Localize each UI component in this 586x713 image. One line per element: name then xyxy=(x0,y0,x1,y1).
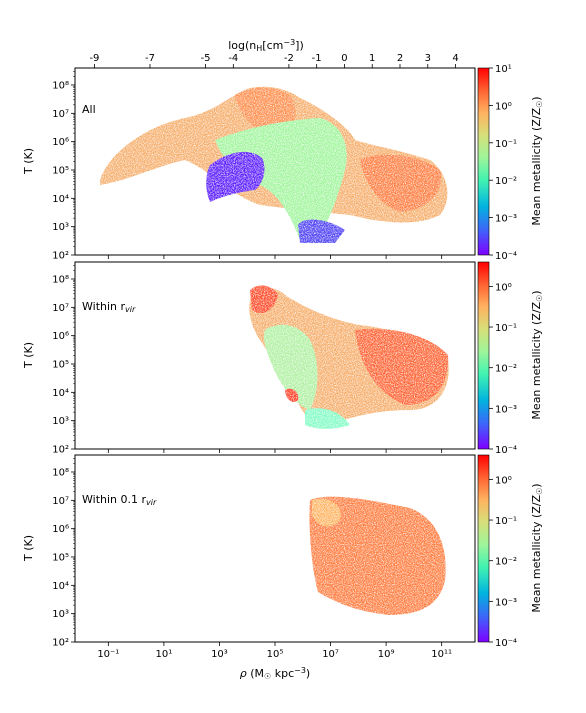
heatmap-region xyxy=(309,496,446,615)
colorbar-tick-label: 10⁻¹ xyxy=(495,516,517,527)
colorbar xyxy=(477,454,490,643)
y-tick-label: 10⁵ xyxy=(52,360,69,371)
y-tick-label: 10⁷ xyxy=(52,303,69,314)
colorbar-tick-label: 10⁻¹ xyxy=(495,139,517,150)
top-tick-label: -1 xyxy=(312,53,322,64)
panel-all: All 10² 10³ 10⁴ 10⁵ 10⁶ 10⁷ 10⁸ 10¹ 10⁰ 10⁻¹ 10⁻²… xyxy=(22,64,544,262)
top-axis-ticks: -9 -7 -5 -4 -2 -1 0 1 2 3 4 xyxy=(89,53,459,68)
x-tick-label: 10⁹ xyxy=(378,649,395,660)
y-tick-label: 10⁸ xyxy=(52,81,69,92)
colorbar-tick-label: 10⁻⁴ xyxy=(495,251,517,262)
x-tick-label: 10³ xyxy=(211,649,228,660)
y-tick-label: 10⁵ xyxy=(52,553,69,564)
y-tick-label: 10² xyxy=(52,251,69,262)
x-tick-label: 10¹¹ xyxy=(431,649,452,660)
y-axis-title: T (K) xyxy=(22,535,35,562)
panel-label: Within rvir xyxy=(82,300,136,314)
colorbar-ticks: 10⁰ 10⁻¹ 10⁻² 10⁻³ 10⁻⁴ xyxy=(489,475,517,649)
y-tick-label: 10⁷ xyxy=(52,496,69,507)
y-tick-label: 10⁴ xyxy=(52,581,69,592)
colorbar-tick-label: 10¹ xyxy=(495,64,512,75)
colorbar-tick-label: 10⁰ xyxy=(495,475,512,486)
colorbar-tick-label: 10⁻² xyxy=(495,364,517,375)
y-tick-label: 10³ xyxy=(52,222,69,233)
colorbar-label: Mean metallicity (Z/Z☉) xyxy=(530,483,544,612)
colorbar-tick-label: 10⁻⁴ xyxy=(495,638,517,649)
top-tick-label: 3 xyxy=(425,53,431,64)
x-tick-label: 10⁷ xyxy=(322,649,339,660)
y-tick-label: 10⁸ xyxy=(52,468,69,479)
y-tick-label: 10⁶ xyxy=(52,137,69,148)
colorbar-tick-label: 10⁻¹ xyxy=(495,323,517,334)
colorbar-tick-label: 10⁻² xyxy=(495,557,517,568)
colorbar-tick-label: 10⁰ xyxy=(495,101,512,112)
colorbar-tick-label: 10⁻⁴ xyxy=(495,445,517,456)
y-tick-label: 10⁶ xyxy=(52,331,69,342)
panel-within-0.1-rvir: Within 0.1 rvir 10² 10³ 10⁴ 10⁵ 10⁶ 10⁷ 10⁸ 10… xyxy=(22,454,544,660)
top-axis-title: log(nH[cm−3]) xyxy=(228,38,304,53)
colorbar-tick-label: 10⁻³ xyxy=(495,597,517,608)
panel-label: All xyxy=(82,103,96,116)
colorbar-tick-label: 10⁻² xyxy=(495,176,517,187)
y-tick-label: 10³ xyxy=(52,609,69,620)
y-tick-label: 10⁴ xyxy=(52,194,69,205)
top-tick-label: -7 xyxy=(145,53,155,64)
top-tick-label: -4 xyxy=(228,53,238,64)
colorbar-tick-label: 10⁻³ xyxy=(495,214,517,225)
colorbar-tick-label: 10⁻³ xyxy=(495,404,517,415)
panel-label: Within 0.1 rvir xyxy=(82,493,157,507)
y-axis-title: T (K) xyxy=(22,342,35,369)
x-axis-title: ρ (M☉ kpc−3) xyxy=(240,666,310,681)
colorbar xyxy=(477,67,490,256)
y-tick-label: 10³ xyxy=(52,416,69,427)
y-tick-label: 10² xyxy=(52,638,69,649)
heatmap-region xyxy=(100,86,448,243)
x-tick-label: 10⁻¹ xyxy=(97,649,119,660)
x-axis-ticks xyxy=(107,449,443,453)
colorbar-label: Mean metallicity (Z/Z☉) xyxy=(530,290,544,419)
y-tick-label: 10⁴ xyxy=(52,388,69,399)
colorbar-label: Mean metallicity (Z/Z☉) xyxy=(530,96,544,225)
colorbar-tick-label: 10⁰ xyxy=(495,282,512,293)
x-axis-ticks: 10⁻¹ 10¹ 10³ 10⁵ 10⁷ 10⁹ 10¹¹ xyxy=(97,642,452,660)
top-tick-label: 0 xyxy=(341,53,347,64)
x-tick-label: 10⁵ xyxy=(267,649,284,660)
y-tick-label: 10⁷ xyxy=(52,109,69,120)
y-tick-label: 10⁵ xyxy=(52,166,69,177)
top-tick-label: -9 xyxy=(89,53,99,64)
y-tick-label: 10⁶ xyxy=(52,524,69,535)
y-axis-ticks: 10² 10³ 10⁴ 10⁵ 10⁶ 10⁷ 10⁸ xyxy=(52,265,75,456)
y-axis-title: T (K) xyxy=(22,148,35,175)
x-axis-ticks xyxy=(107,255,443,259)
colorbar xyxy=(477,261,490,450)
top-tick-label: -2 xyxy=(284,53,294,64)
y-tick-label: 10⁸ xyxy=(52,275,69,286)
y-axis-ticks: 10² 10³ 10⁴ 10⁵ 10⁶ 10⁷ 10⁸ xyxy=(52,71,75,262)
colorbar-ticks: 10⁰ 10⁻¹ 10⁻² 10⁻³ 10⁻⁴ xyxy=(489,282,517,456)
colorbar-ticks: 10¹ 10⁰ 10⁻¹ 10⁻² 10⁻³ 10⁻⁴ xyxy=(489,64,517,262)
x-tick-label: 10¹ xyxy=(156,649,173,660)
top-tick-label: -5 xyxy=(201,53,211,64)
top-tick-label: 1 xyxy=(369,53,375,64)
y-axis-ticks: 10² 10³ 10⁴ 10⁵ 10⁶ 10⁷ 10⁸ xyxy=(52,458,75,649)
y-tick-label: 10² xyxy=(52,445,69,456)
panel-within-rvir: Within rvir 10² 10³ 10⁴ 10⁵ 10⁶ 10⁷ 10⁸ 10⁰ 10⁻… xyxy=(22,261,544,456)
heatmap-region xyxy=(249,285,449,429)
top-tick-label: 2 xyxy=(397,53,403,64)
top-tick-label: 4 xyxy=(452,53,458,64)
